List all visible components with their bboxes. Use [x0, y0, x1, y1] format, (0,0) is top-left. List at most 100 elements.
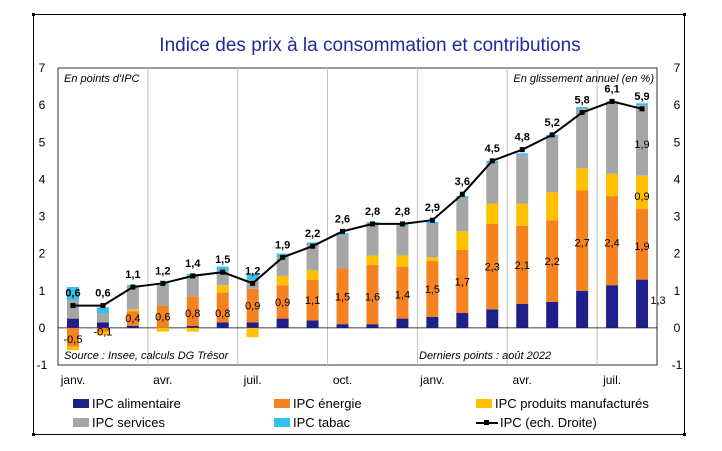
- x-tick-label: avr.: [513, 373, 532, 387]
- bar-segment-ipc-services: [156, 285, 169, 306]
- ipc-line-label: 5,9: [634, 91, 649, 103]
- bar-segment-ipc-produits-manufactur-s: [216, 285, 229, 293]
- y-tick-label-right: 2: [674, 247, 681, 261]
- bar-segment-ipc-alimentaire: [276, 318, 289, 328]
- bar-value-label: 2,7: [574, 237, 589, 249]
- bar-value-label: 0,8: [215, 308, 230, 320]
- bar-segment-ipc-nergie: [606, 196, 619, 286]
- frame-handle-bottom-right: [683, 433, 686, 436]
- bar-segment-ipc-services: [516, 155, 529, 204]
- bar-segment-ipc-produits-manufactur-s: [486, 203, 499, 224]
- bar-segment-ipc-nergie: [456, 249, 469, 314]
- bar-segment-ipc-tabac: [636, 103, 649, 106]
- left-axis-note: En points d'IPC: [64, 73, 140, 85]
- ipc-line-point: [399, 221, 405, 227]
- legend-label-manufactures: IPC produits manufacturés: [495, 395, 649, 411]
- bar-segment-ipc-produits-manufactur-s: [546, 192, 559, 221]
- ipc-line-label: 2,6: [335, 213, 350, 225]
- bar-segment-ipc-alimentaire: [636, 279, 649, 328]
- ipc-line-label: 4,5: [485, 143, 500, 155]
- legend-item-ipc-line: IPC (ech. Droite): [476, 414, 597, 430]
- bar-segment-ipc-alimentaire: [366, 324, 379, 328]
- ipc-line-point: [190, 273, 196, 279]
- bar-segment-ipc-nergie: [426, 261, 439, 317]
- bar-segment-ipc-alimentaire: [486, 309, 499, 328]
- bar-value-label: 2,4: [604, 237, 619, 249]
- last-points-note: Derniers points : août 2022: [419, 350, 551, 362]
- bar-segment-ipc-produits-manufactur-s: [366, 255, 379, 265]
- legend-line-marker: [476, 418, 498, 427]
- bar-value-label: 1,9: [634, 241, 649, 253]
- bar-segment-ipc-tabac: [96, 307, 109, 314]
- y-tick-label-left: 0: [39, 321, 46, 335]
- ipc-line-point: [310, 243, 316, 249]
- bar-value-label: 0,4: [125, 313, 140, 325]
- ipc-line-label: 1,1: [125, 269, 140, 281]
- ipc-line-label: 5,8: [574, 95, 589, 107]
- bar-segment-ipc-services: [606, 103, 619, 174]
- bar-segment-ipc-nergie: [276, 285, 289, 319]
- bar-value-label: 1,7: [455, 276, 470, 288]
- bar-value-label: -0,5: [63, 334, 82, 346]
- bar-segment-ipc-tabac: [306, 242, 319, 245]
- x-tick-label: janv.: [60, 373, 85, 387]
- bar-segment-ipc-nergie: [486, 223, 499, 310]
- legend-label-energie: IPC énergie: [293, 395, 362, 411]
- bar-segment-ipc-produits-manufactur-s: [186, 327, 199, 332]
- bar-segment-ipc-services: [96, 313, 109, 323]
- bar-value-label: 1,6: [365, 291, 380, 303]
- bar-segment-ipc-services: [336, 235, 349, 269]
- bar-segment-ipc-alimentaire: [186, 326, 199, 328]
- legend-item-tabac: IPC tabac: [274, 414, 350, 430]
- bar-segment-ipc-alimentaire: [546, 301, 559, 328]
- ipc-line-point: [369, 221, 375, 227]
- ipc-line-point: [549, 132, 555, 138]
- bar-segment-ipc-nergie: [126, 311, 139, 327]
- ipc-line-label: 2,8: [395, 206, 410, 218]
- bar-segment-ipc-services: [126, 287, 139, 310]
- plot-area: [57, 67, 658, 366]
- bar-segment-ipc-tabac: [336, 233, 349, 236]
- bar-value-label: 0,9: [275, 297, 290, 309]
- bar-segment-ipc-tabac: [426, 222, 439, 224]
- y-tick-label-left: 7: [39, 61, 46, 75]
- legend-swatch-manufactures: [476, 398, 492, 408]
- bar-segment-ipc-nergie: [516, 225, 529, 304]
- bar-segment-ipc-services: [396, 225, 409, 256]
- bar-value-label: 2,3: [485, 262, 500, 274]
- ipc-line-point: [130, 284, 136, 290]
- ipc-line-point: [280, 254, 286, 260]
- ipc-line-point: [519, 147, 525, 153]
- bar-segment-ipc-nergie: [216, 292, 229, 323]
- bar-value-label: 1,3: [650, 295, 665, 307]
- bar-segment-ipc-nergie: [366, 264, 379, 325]
- bar-segment-ipc-nergie: [576, 190, 589, 291]
- bar-segment-ipc-produits-manufactur-s: [96, 331, 109, 336]
- bar-segment-ipc-nergie: [546, 220, 559, 302]
- bar-segment-ipc-services: [456, 197, 469, 232]
- frame-handle-top-right: [683, 13, 686, 16]
- bar-value-label: 0,9: [245, 301, 260, 313]
- bar-segment-ipc-nergie: [336, 268, 349, 325]
- ipc-line-label: 3,6: [455, 176, 470, 188]
- bar-value-label: 1,1: [305, 295, 320, 307]
- ipc-line-label: 1,2: [245, 265, 260, 277]
- bar-segment-ipc-services: [276, 257, 289, 276]
- ipc-line-point: [639, 106, 645, 112]
- bar-segment-ipc-services: [426, 223, 439, 258]
- ipc-line-label: 2,8: [365, 206, 380, 218]
- bar-segment-ipc-produits-manufactur-s: [156, 327, 169, 332]
- y-tick-label-right: 1: [674, 284, 681, 298]
- bar-segment-ipc-produits-manufactur-s: [606, 173, 619, 197]
- bar-segment-ipc-alimentaire: [66, 318, 79, 328]
- bar-value-label: 2,1: [515, 260, 530, 272]
- bar-segment-ipc-tabac: [456, 196, 469, 198]
- ipc-line-point: [489, 158, 495, 164]
- bar-segment-ipc-alimentaire: [126, 326, 139, 328]
- bar-value-label: -0,1: [93, 327, 112, 339]
- bar-segment-ipc-produits-manufactur-s: [246, 327, 259, 338]
- bar-segment-ipc-produits-manufactur-s: [306, 270, 319, 280]
- x-tick-label: avr.: [153, 373, 172, 387]
- bar-segment-ipc-services: [66, 300, 79, 319]
- bar-segment-ipc-services: [486, 162, 499, 204]
